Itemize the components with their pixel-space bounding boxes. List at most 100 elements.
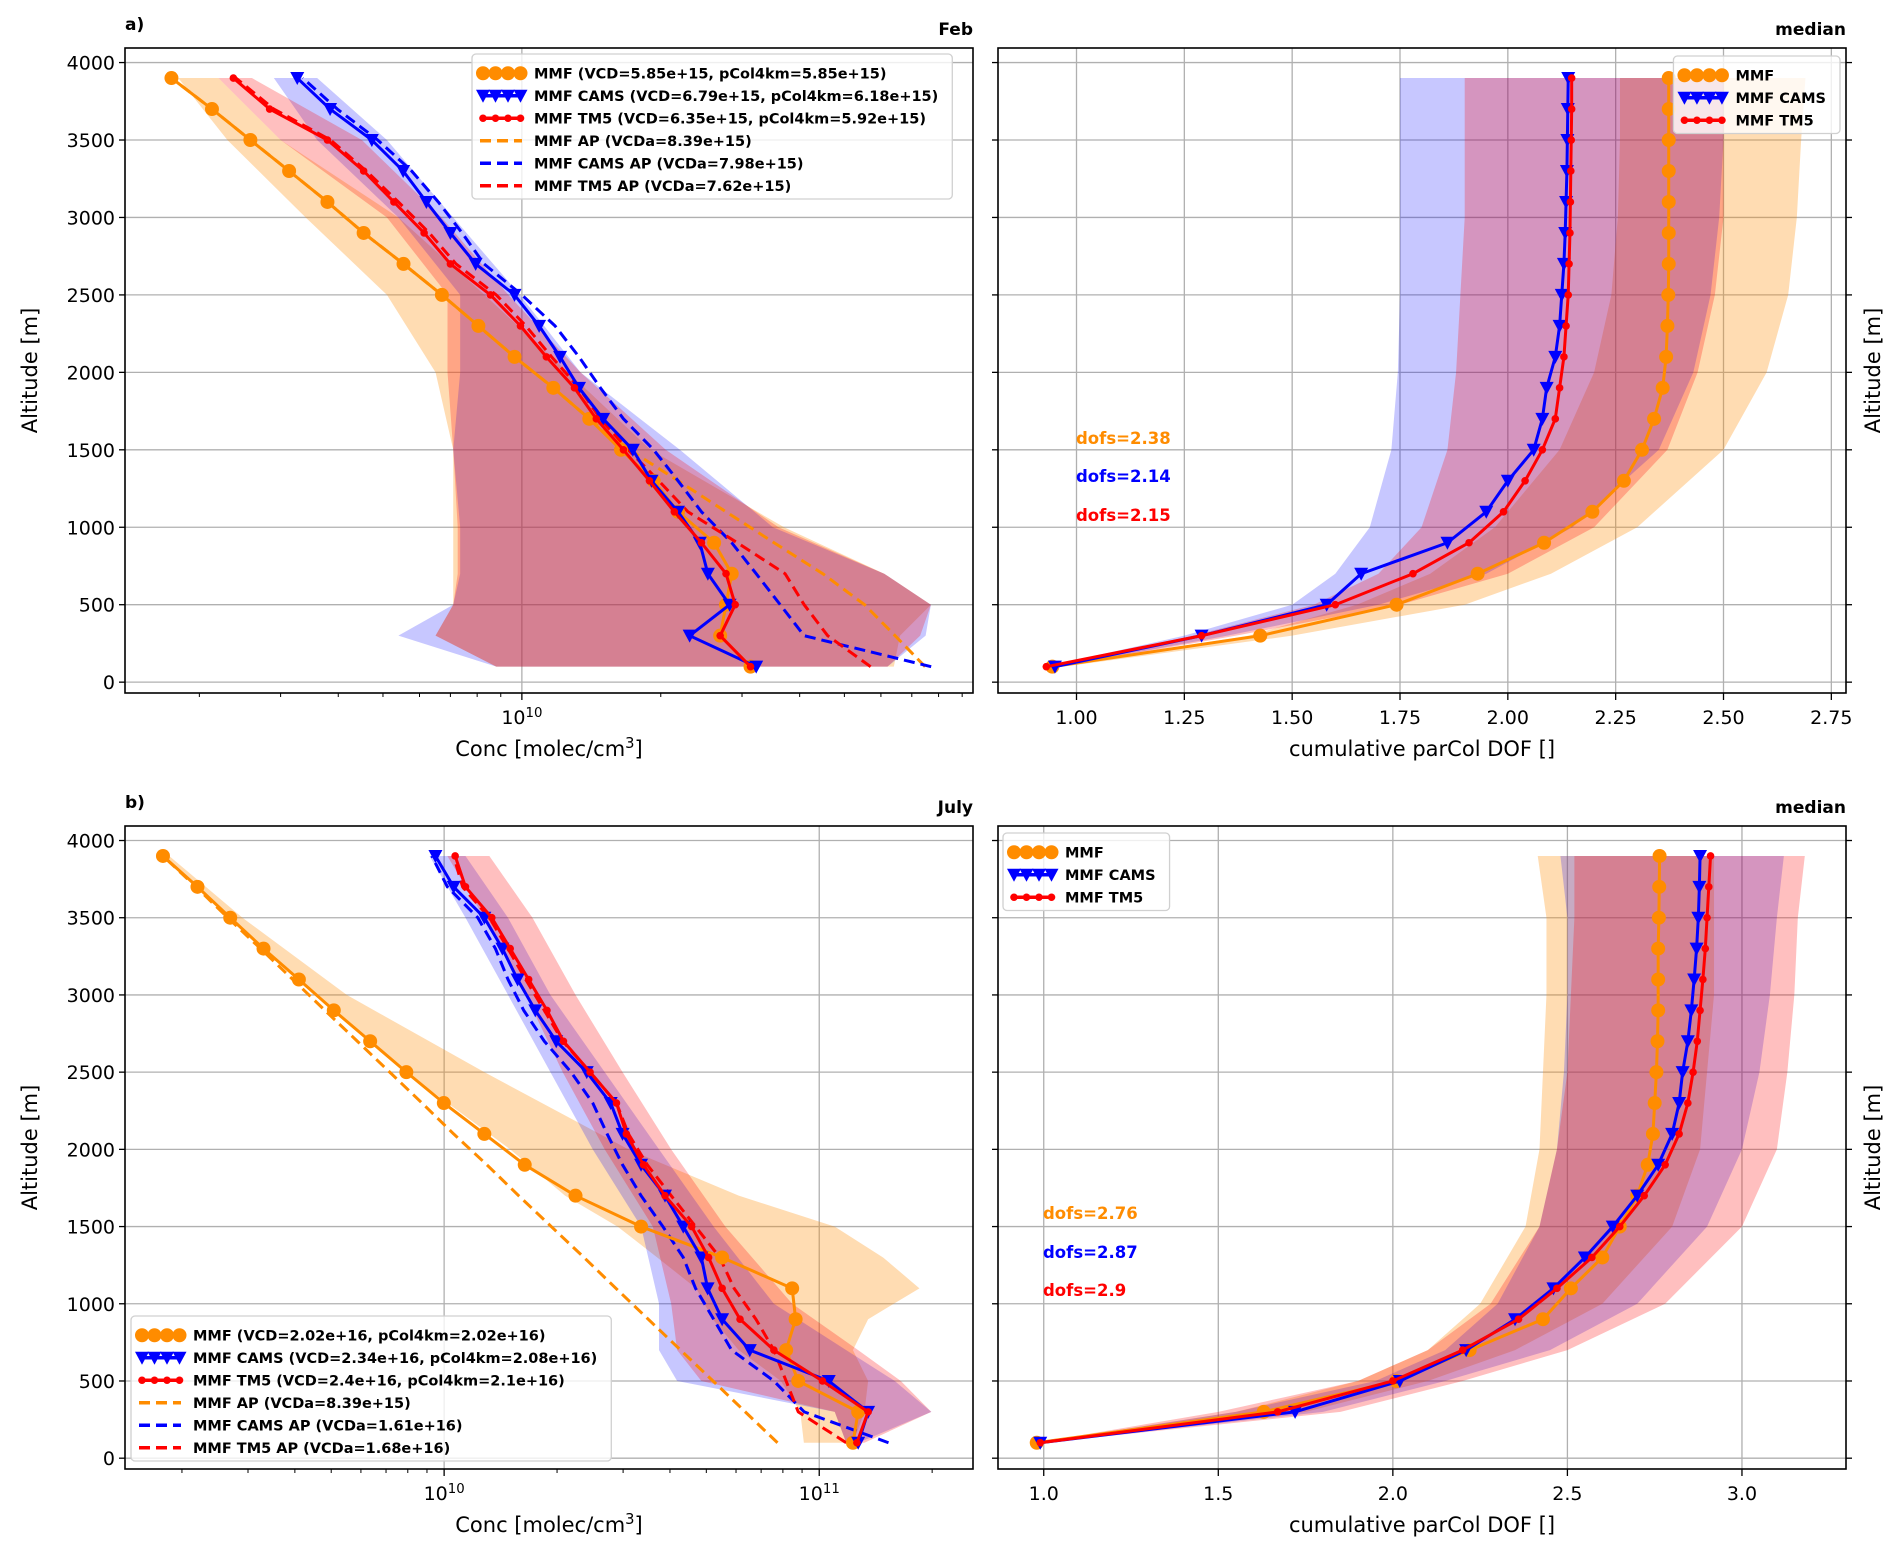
y-tick-label: 0 [103, 1448, 115, 1470]
data-point [746, 662, 755, 671]
data-point [164, 71, 179, 86]
data-point [864, 1408, 872, 1416]
dofs-annotation: dofs=2.14 [1076, 467, 1171, 486]
series-line [301, 76, 932, 669]
series-2 [452, 855, 848, 1445]
data-point [1499, 507, 1508, 516]
data-point [785, 1281, 800, 1296]
y-tick-label: 2000 [67, 1139, 115, 1161]
panel-title: Feb [938, 20, 973, 40]
axes-frame [997, 47, 1847, 694]
data-point [517, 1157, 532, 1172]
data-point [1651, 910, 1666, 925]
data-point [549, 1035, 564, 1049]
legend-label: MMF TM5 (VCD=2.4e+16, pCol4km=2.1e+16) [193, 1373, 565, 1389]
data-point [1689, 942, 1704, 956]
plot-area [164, 71, 932, 674]
x-tick-label: 1.25 [1163, 707, 1205, 729]
legend-label: MMF (VCD=5.85e+15, pCol4km=5.85e+15) [534, 66, 887, 82]
legend-marker [1032, 868, 1046, 882]
legend-item: MMF CAMS (VCD=2.34e+16, pCol4km=2.08e+16… [135, 1351, 597, 1367]
data-point [634, 1219, 649, 1234]
data-point [592, 415, 601, 423]
legend-label: MMF [1065, 845, 1104, 861]
x-tick-label: 1.0 [1029, 1483, 1059, 1505]
data-point [1565, 260, 1573, 268]
legend-marker [501, 66, 515, 81]
data-point [853, 1438, 861, 1447]
dofs-annotation: dofs=2.15 [1076, 506, 1171, 525]
series-1 [301, 76, 932, 669]
panel-4: 1.0 1.5 2.0 2.5 3.0 cumulative parCol DOF [] A… [992, 798, 1885, 1537]
legend-item: MMF TM5 (VCD=2.4e+16, pCol4km=2.1e+16) [138, 1373, 565, 1389]
y-tick-label: 1000 [67, 517, 115, 539]
series-2 [234, 76, 872, 668]
series-5 [451, 852, 872, 1447]
legend-marker [516, 114, 525, 123]
series-2 [1036, 852, 1715, 1447]
legend-item: MMF TM5 [1680, 113, 1814, 129]
legend-item: MMF TM5 (VCD=6.35e+15, pCol4km=5.92e+15) [479, 111, 926, 127]
data-point [1675, 1130, 1683, 1138]
y-tick-label: 2500 [67, 285, 115, 307]
data-point [1661, 133, 1676, 148]
data-point [1651, 972, 1666, 987]
data-point [1652, 879, 1667, 894]
data-point [1640, 1191, 1649, 1200]
data-point [682, 629, 697, 643]
data-point [1651, 1158, 1666, 1172]
legend: MMF MMF CAMS MMF TM5 [1672, 55, 1841, 135]
data-point [1651, 1003, 1666, 1018]
uncertainty-band-0 [161, 855, 920, 1443]
legend-marker [1044, 868, 1059, 882]
series-4 [290, 72, 764, 674]
data-point [1563, 1281, 1578, 1296]
data-point [1692, 880, 1707, 894]
data-point [731, 600, 740, 609]
data-point [477, 1126, 492, 1141]
dofs-annotation: dofs=2.38 [1076, 429, 1171, 448]
data-point [1564, 291, 1573, 299]
data-point [390, 198, 398, 206]
legend-marker [1019, 845, 1034, 860]
data-point [1526, 443, 1541, 457]
data-point [1687, 973, 1702, 987]
data-point [1665, 1127, 1680, 1141]
legend-label: MMF TM5 [1735, 113, 1813, 129]
data-point [1042, 662, 1051, 671]
x-tick-label: 2.0 [1378, 1483, 1408, 1505]
data-point [290, 72, 305, 86]
data-point [323, 136, 332, 144]
data-point [1699, 975, 1707, 984]
legend-marker [488, 66, 503, 81]
legend-marker [513, 89, 528, 103]
legend-label: MMF TM5 (VCD=6.35e+15, pCol4km=5.92e+15) [534, 111, 926, 127]
legend-label: MMF [1735, 68, 1774, 84]
data-point [704, 1253, 713, 1262]
legend-item: MMF CAMS [1007, 868, 1156, 884]
data-point [1650, 1034, 1665, 1049]
legend-marker [172, 1351, 187, 1365]
data-point [821, 1374, 836, 1388]
legend-marker [1007, 868, 1021, 882]
data-point [1554, 288, 1569, 302]
legend-marker [1010, 893, 1018, 902]
legend-item: MMF CAMS [1677, 91, 1826, 107]
legend-item: MMF (VCD=2.02e+16, pCol4km=2.02e+16) [135, 1328, 546, 1344]
x-tick-label: 1011 [799, 1482, 840, 1506]
data-point [396, 256, 411, 271]
legend-item: MMF [1677, 68, 1774, 84]
legend-marker [160, 1328, 174, 1343]
legend-item: MMF AP (VCDa=8.39e+15) [139, 1396, 411, 1412]
legend-label: MMF (VCD=2.02e+16, pCol4km=2.02e+16) [193, 1328, 546, 1344]
y-axis-label: Altitude [m] [1861, 308, 1885, 434]
data-point [243, 133, 258, 148]
y-tick-label: 3500 [67, 908, 115, 930]
series-line [430, 855, 890, 1445]
x-tick-label: 2.00 [1487, 707, 1529, 729]
data-point [1440, 536, 1455, 550]
data-point [1649, 1065, 1664, 1080]
legend-marker [147, 1351, 162, 1365]
series-line [452, 855, 848, 1445]
data-point [356, 225, 371, 240]
